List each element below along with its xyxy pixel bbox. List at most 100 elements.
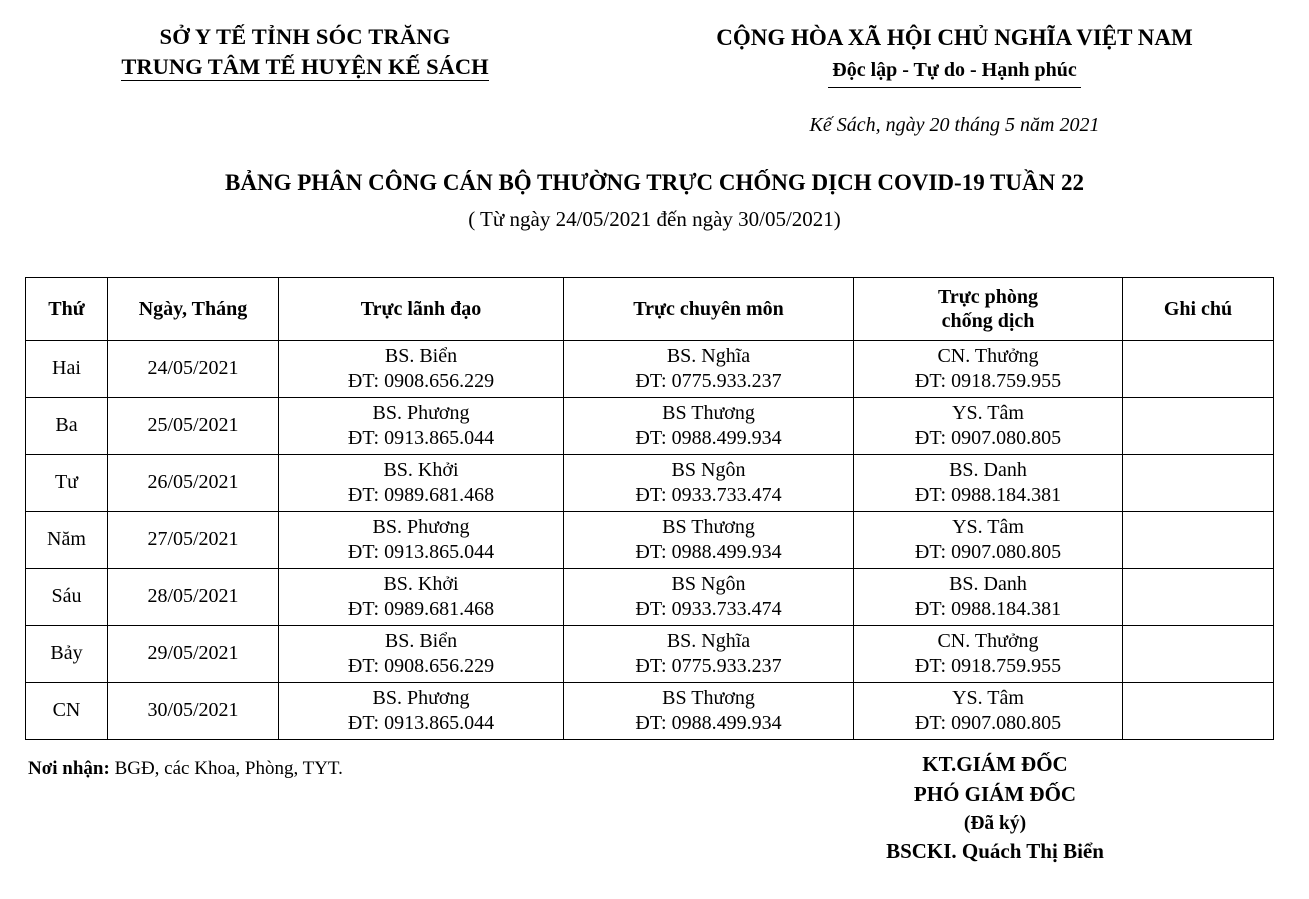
cell-weekday: Bảy bbox=[25, 625, 108, 683]
table-row: Sáu 28/05/2021 BS. Khởi ĐT: 0989.681.468… bbox=[25, 568, 1274, 626]
cell-specialist-duty: BS Ngôn ĐT: 0933.733.474 bbox=[563, 454, 854, 512]
schedule-table: Thứ Ngày, Tháng Trực lãnh đạo Trực chuyê… bbox=[25, 277, 1274, 740]
cell-note bbox=[1122, 568, 1274, 626]
national-block: CỘNG HÒA XÃ HỘI CHỦ NGHĨA VIỆT NAM Độc l… bbox=[600, 22, 1309, 137]
specialist-phone: ĐT: 0933.733.474 bbox=[635, 598, 782, 620]
cell-leader-duty: BS. Biển ĐT: 0908.656.229 bbox=[278, 625, 564, 683]
table-row: CN 30/05/2021 BS. Phương ĐT: 0913.865.04… bbox=[25, 682, 1274, 740]
specialist-phone: ĐT: 0988.499.934 bbox=[635, 712, 782, 734]
cell-note bbox=[1122, 454, 1274, 512]
column-header-epidemic-duty: Trực phòng chống dịch bbox=[853, 277, 1123, 341]
specialist-phone: ĐT: 0988.499.934 bbox=[635, 427, 782, 449]
epidemic-phone: ĐT: 0907.080.805 bbox=[914, 427, 1062, 449]
cell-weekday: CN bbox=[25, 682, 108, 740]
table-body: Hai 24/05/2021 BS. Biển ĐT: 0908.656.229… bbox=[25, 340, 1274, 740]
leader-phone: ĐT: 0989.681.468 bbox=[347, 484, 495, 506]
cell-date: 26/05/2021 bbox=[107, 454, 279, 512]
specialist-name: BS Ngôn bbox=[671, 458, 746, 481]
signature-block: KT.GIÁM ĐỐC PHÓ GIÁM ĐỐC (Đã ký) BSCKI. … bbox=[740, 750, 1250, 867]
cell-leader-duty: BS. Khởi ĐT: 0989.681.468 bbox=[278, 454, 564, 512]
epidemic-phone: ĐT: 0907.080.805 bbox=[914, 712, 1062, 734]
cell-date: 29/05/2021 bbox=[107, 625, 279, 683]
table-row: Hai 24/05/2021 BS. Biển ĐT: 0908.656.229… bbox=[25, 340, 1274, 398]
signature-name: BSCKI. Quách Thị Biển bbox=[886, 839, 1104, 864]
cell-weekday: Tư bbox=[25, 454, 108, 512]
organization-department: SỞ Y TẾ TỈNH SÓC TRĂNG bbox=[159, 24, 451, 49]
cell-specialist-duty: BS. Nghĩa ĐT: 0775.933.237 bbox=[563, 625, 854, 683]
cell-date: 30/05/2021 bbox=[107, 682, 279, 740]
table-row: Ba 25/05/2021 BS. Phương ĐT: 0913.865.04… bbox=[25, 397, 1274, 455]
leader-name: BS. Biển bbox=[384, 629, 458, 652]
epidemic-name: CN. Thưởng bbox=[937, 629, 1039, 652]
leader-name: BS. Phương bbox=[372, 401, 470, 424]
cell-note bbox=[1122, 397, 1274, 455]
leader-name: BS. Khởi bbox=[383, 572, 459, 595]
organization-center-text: TRUNG TÂM TẾ HUYỆN KẾ SÁCH bbox=[121, 54, 489, 82]
epidemic-phone: ĐT: 0988.184.381 bbox=[914, 484, 1062, 506]
column-header-epidemic-duty-line1: Trực phòng bbox=[938, 285, 1038, 308]
cell-note bbox=[1122, 511, 1274, 569]
table-row: Tư 26/05/2021 BS. Khởi ĐT: 0989.681.468 … bbox=[25, 454, 1274, 512]
specialist-name: BS Thương bbox=[662, 401, 755, 424]
cell-note bbox=[1122, 682, 1274, 740]
column-header-leader-duty: Trực lãnh đạo bbox=[278, 277, 564, 341]
epidemic-name: BS. Danh bbox=[949, 458, 1027, 481]
epidemic-phone: ĐT: 0918.759.955 bbox=[914, 370, 1062, 392]
specialist-phone: ĐT: 0933.733.474 bbox=[635, 484, 782, 506]
epidemic-name: YS. Tâm bbox=[952, 401, 1024, 424]
recipients-label: Nơi nhận: bbox=[28, 758, 110, 779]
cell-date: 27/05/2021 bbox=[107, 511, 279, 569]
leader-phone: ĐT: 0989.681.468 bbox=[347, 598, 495, 620]
column-header-weekday: Thứ bbox=[25, 277, 108, 341]
national-motto: Độc lập - Tự do - Hạnh phúc bbox=[828, 55, 1081, 89]
specialist-phone: ĐT: 0988.499.934 bbox=[635, 541, 782, 563]
national-title: CỘNG HÒA XÃ HỘI CHỦ NGHĨA VIỆT NAM bbox=[716, 25, 1193, 50]
cell-specialist-duty: BS Thương ĐT: 0988.499.934 bbox=[563, 511, 854, 569]
place-and-date: Kế Sách, ngày 20 tháng 5 năm 2021 bbox=[809, 114, 1100, 137]
cell-leader-duty: BS. Biển ĐT: 0908.656.229 bbox=[278, 340, 564, 398]
page-subtitle: ( Từ ngày 24/05/2021 đến ngày 30/05/2021… bbox=[468, 207, 841, 232]
leader-phone: ĐT: 0913.865.044 bbox=[347, 541, 495, 563]
specialist-name: BS Thương bbox=[662, 686, 755, 709]
table-row: Năm 27/05/2021 BS. Phương ĐT: 0913.865.0… bbox=[25, 511, 1274, 569]
cell-epidemic-duty: YS. Tâm ĐT: 0907.080.805 bbox=[853, 397, 1123, 455]
cell-leader-duty: BS. Phương ĐT: 0913.865.044 bbox=[278, 397, 564, 455]
epidemic-name: YS. Tâm bbox=[952, 686, 1024, 709]
page-title: BẢNG PHÂN CÔNG CÁN BỘ THƯỜNG TRỰC CHỐNG … bbox=[225, 170, 1084, 196]
schedule-table-container: Thứ Ngày, Tháng Trực lãnh đạo Trực chuyê… bbox=[25, 277, 1274, 740]
epidemic-phone: ĐT: 0988.184.381 bbox=[914, 598, 1062, 620]
leader-phone: ĐT: 0913.865.044 bbox=[347, 712, 495, 734]
recipients-value: BGĐ, các Khoa, Phòng, TYT. bbox=[114, 758, 343, 779]
organization-block: SỞ Y TẾ TỈNH SÓC TRĂNG TRUNG TÂM TẾ HUYỆ… bbox=[0, 22, 600, 137]
cell-epidemic-duty: CN. Thưởng ĐT: 0918.759.955 bbox=[853, 340, 1123, 398]
epidemic-name: BS. Danh bbox=[949, 572, 1027, 595]
column-header-specialist-duty: Trực chuyên môn bbox=[563, 277, 854, 341]
cell-epidemic-duty: YS. Tâm ĐT: 0907.080.805 bbox=[853, 682, 1123, 740]
cell-note bbox=[1122, 340, 1274, 398]
column-header-date: Ngày, Tháng bbox=[107, 277, 279, 341]
cell-leader-duty: BS. Phương ĐT: 0913.865.044 bbox=[278, 682, 564, 740]
signature-role-deputy: PHÓ GIÁM ĐỐC bbox=[913, 781, 1077, 806]
cell-date: 25/05/2021 bbox=[107, 397, 279, 455]
table-row: Bảy 29/05/2021 BS. Biển ĐT: 0908.656.229… bbox=[25, 625, 1274, 683]
column-header-note: Ghi chú bbox=[1122, 277, 1274, 341]
specialist-name: BS. Nghĩa bbox=[666, 344, 751, 367]
table-header: Thứ Ngày, Tháng Trực lãnh đạo Trực chuyê… bbox=[25, 277, 1274, 341]
specialist-phone: ĐT: 0775.933.237 bbox=[635, 370, 782, 392]
organization-center: TRUNG TÂM TẾ HUYỆN KẾ SÁCH bbox=[121, 52, 489, 82]
epidemic-name: YS. Tâm bbox=[952, 515, 1024, 538]
signature-role-acting: KT.GIÁM ĐỐC bbox=[922, 752, 1068, 776]
cell-epidemic-duty: BS. Danh ĐT: 0988.184.381 bbox=[853, 568, 1123, 626]
cell-date: 24/05/2021 bbox=[107, 340, 279, 398]
leader-name: BS. Phương bbox=[372, 686, 470, 709]
leader-name: BS. Biển bbox=[384, 344, 458, 367]
cell-specialist-duty: BS Ngôn ĐT: 0933.733.474 bbox=[563, 568, 854, 626]
cell-epidemic-duty: BS. Danh ĐT: 0988.184.381 bbox=[853, 454, 1123, 512]
leader-phone: ĐT: 0913.865.044 bbox=[347, 427, 495, 449]
epidemic-phone: ĐT: 0918.759.955 bbox=[914, 655, 1062, 677]
epidemic-name: CN. Thưởng bbox=[937, 344, 1039, 367]
column-header-epidemic-duty-line2: chống dịch bbox=[941, 310, 1035, 332]
cell-specialist-duty: BS Thương ĐT: 0988.499.934 bbox=[563, 397, 854, 455]
leader-name: BS. Khởi bbox=[383, 458, 459, 481]
specialist-name: BS Ngôn bbox=[671, 572, 746, 595]
